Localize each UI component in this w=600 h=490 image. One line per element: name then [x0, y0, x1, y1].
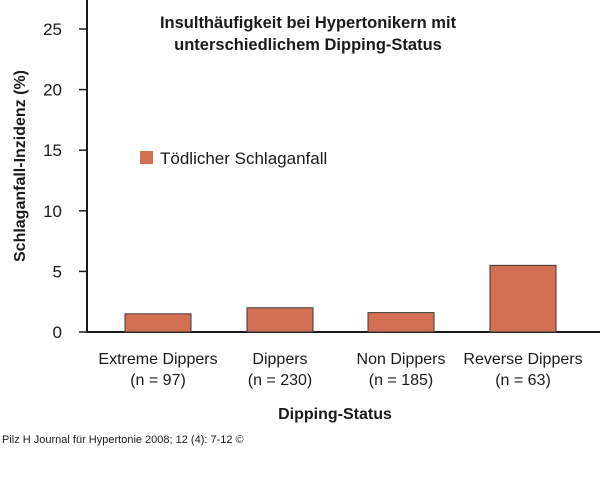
x-category-label: Non Dippers	[357, 351, 446, 368]
y-axis-label: Schlaganfall-Inzidenz (%)	[12, 70, 29, 262]
y-tick-label: 15	[43, 141, 62, 160]
x-category-label: Reverse Dippers	[463, 351, 582, 368]
y-tick-label: 10	[43, 202, 62, 221]
y-tick-label: 25	[43, 20, 62, 39]
chart-title-line-1: Insulthäufigkeit bei Hypertonikern mit	[160, 14, 457, 32]
x-category-label: (n = 97)	[130, 372, 186, 389]
x-category-label: (n = 230)	[248, 372, 312, 389]
bar-2	[246, 307, 314, 333]
legend-swatch	[140, 151, 153, 164]
y-tick-label: 20	[43, 81, 62, 100]
chart-title: Insulthäufigkeit bei Hypertonikern mit un…	[160, 14, 457, 54]
chart-title-line-2: unterschiedlichem Dipping-Status	[174, 36, 442, 54]
x-category-label: (n = 185)	[369, 372, 433, 389]
x-category-label: (n = 63)	[495, 372, 551, 389]
x-axis-label: Dipping-Status	[278, 406, 392, 423]
legend: Tödlicher Schlaganfall	[140, 149, 327, 168]
y-tick-label: 5	[53, 262, 62, 281]
x-category-label: Dippers	[252, 351, 307, 368]
source-text: Pilz H Journal für Hypertonie 2008; 12 (…	[2, 434, 244, 446]
y-tick-label: 0	[53, 323, 62, 342]
bar-3	[367, 312, 435, 333]
legend-label: Tödlicher Schlaganfall	[160, 149, 327, 168]
source-citation: Pilz H Journal für Hypertonie 2008; 12 (…	[2, 434, 244, 446]
x-axis: Dipping-Status Extreme Dippers (n = 97) Dip…	[87, 331, 600, 423]
x-category-label: Extreme Dippers	[98, 351, 217, 368]
bar-1	[124, 313, 192, 333]
y-axis: 0 5 10 15 20 25 Schlaganfall-Inzidenz (%)	[12, 0, 88, 342]
bars	[124, 264, 557, 333]
bar-4	[489, 264, 557, 333]
